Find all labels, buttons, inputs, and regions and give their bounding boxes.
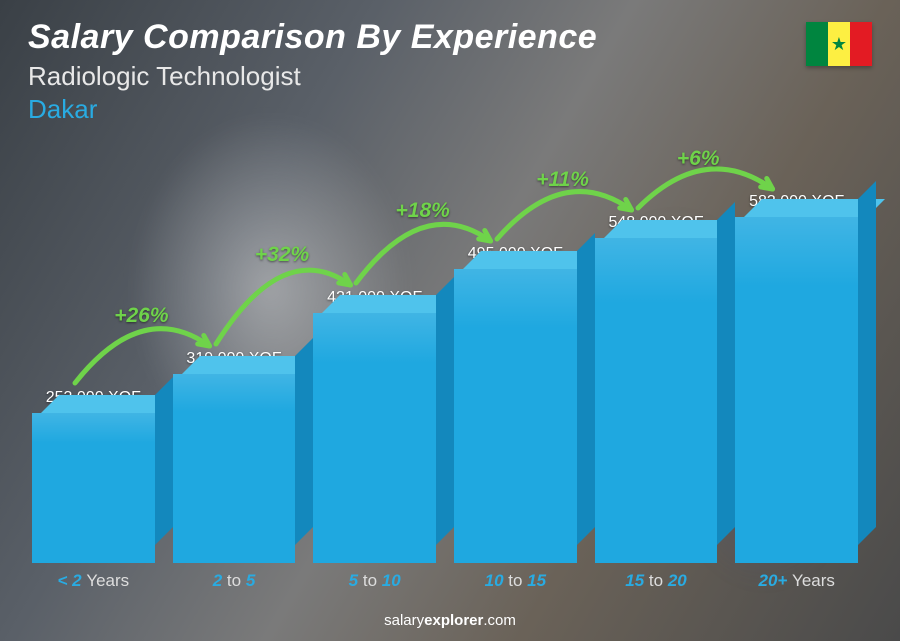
- flag-stripe-3: [850, 22, 872, 66]
- flag-star-icon: ★: [831, 35, 847, 53]
- chart-title: Salary Comparison By Experience: [28, 18, 597, 57]
- x-axis-label: 20+ Years: [735, 571, 858, 591]
- bar-front-face: [173, 374, 296, 563]
- country-flag: ★: [806, 22, 872, 66]
- bar-slot: 253,000 XOF: [32, 389, 155, 563]
- bar-side-face: [717, 202, 735, 545]
- bar-side-face: [858, 181, 876, 545]
- x-axis-label: 10 to 15: [454, 571, 577, 591]
- increase-label: +26%: [114, 304, 168, 328]
- bar-front-face: [595, 238, 718, 563]
- x-axis-label: < 2 Years: [32, 571, 155, 591]
- bar-side-face: [436, 277, 454, 545]
- flag-stripe-1: [806, 22, 828, 66]
- x-axis-label: 2 to 5: [173, 571, 296, 591]
- brand-part-b: explorer: [424, 612, 483, 629]
- bar-slot: 495,000 XOF: [454, 245, 577, 563]
- bar-slot: 583,000 XOF: [735, 193, 858, 563]
- bar-front-face: [454, 269, 577, 563]
- brand-tld: .com: [483, 612, 516, 629]
- increase-label: +32%: [255, 243, 309, 267]
- footer-brand: salaryexplorer.com: [0, 612, 900, 629]
- increase-label: +11%: [536, 168, 589, 192]
- bar-chart: 253,000 XOF319,000 XOF421,000 XOF495,000…: [32, 150, 858, 591]
- bar-side-face: [295, 338, 313, 545]
- bar-3d: [313, 313, 436, 563]
- bar-3d: [32, 413, 155, 563]
- bar-slot: 548,000 XOF: [595, 214, 718, 563]
- x-axis-label: 15 to 20: [595, 571, 718, 591]
- bar-slot: 421,000 XOF: [313, 289, 436, 563]
- bar-3d: [173, 374, 296, 563]
- increase-label: +6%: [677, 147, 720, 171]
- bar-front-face: [735, 217, 858, 563]
- bar-slot: 319,000 XOF: [173, 350, 296, 563]
- bar-front-face: [32, 413, 155, 563]
- header-block: Salary Comparison By Experience Radiolog…: [28, 18, 597, 125]
- bar-3d: [595, 238, 718, 563]
- bar-side-face: [577, 233, 595, 545]
- brand-part-a: salary: [384, 612, 424, 629]
- chart-location: Dakar: [28, 94, 597, 125]
- increase-label: +18%: [396, 199, 450, 223]
- bar-front-face: [313, 313, 436, 563]
- bar-3d: [735, 217, 858, 563]
- x-axis: < 2 Years 2 to 5 5 to 10 10 to 15 15 to 20 20…: [32, 571, 858, 591]
- bar-3d: [454, 269, 577, 563]
- x-axis-label: 5 to 10: [313, 571, 436, 591]
- chart-subtitle: Radiologic Technologist: [28, 61, 597, 92]
- bar-side-face: [155, 377, 173, 545]
